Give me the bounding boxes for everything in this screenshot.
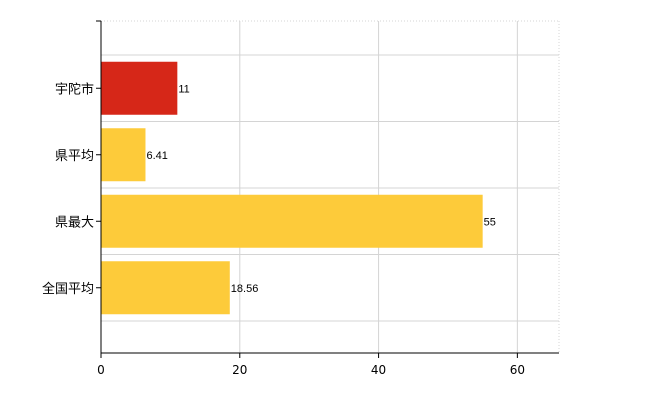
grid-lines [101,20,560,353]
category-label: 県最大 [55,215,94,230]
labels: 宇陀市 11 県平均 6.41 県最大 55 全国平均 18.56 0 20 40 60 [42,20,525,377]
x-tick-label: 0 [97,363,105,377]
x-tick-label: 60 [510,363,525,377]
bars [101,61,483,315]
value-label: 11 [178,83,189,95]
bar-0 [101,61,178,115]
value-label: 6.41 [146,150,167,162]
category-label: 全国平均 [42,281,94,297]
category-label: 県平均 [55,149,94,164]
category-label: 宇陀市 [55,81,94,97]
axes [100,21,559,354]
value-label: 55 [484,216,496,228]
value-label: 18.56 [231,283,259,295]
bar-3 [101,261,230,315]
bar-2 [101,194,483,248]
x-tick-label: 20 [232,363,247,377]
bar-1 [101,128,146,182]
x-tick-label: 40 [371,363,386,377]
